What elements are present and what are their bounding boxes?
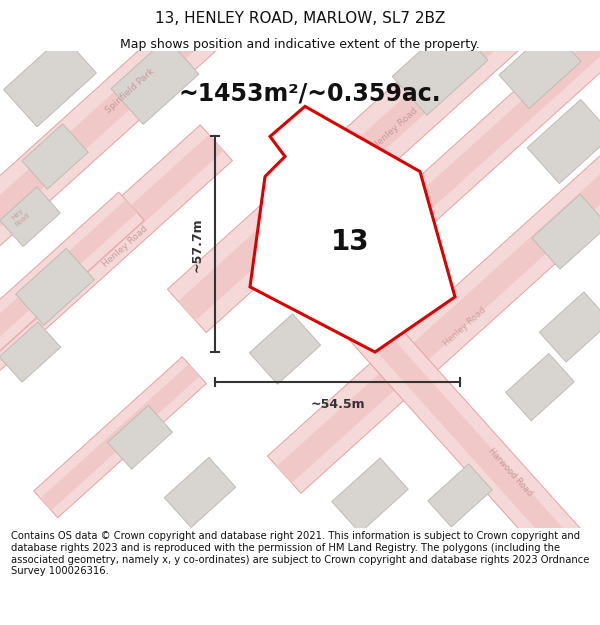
Text: 13, HENLEY ROAD, MARLOW, SL7 2BZ: 13, HENLEY ROAD, MARLOW, SL7 2BZ bbox=[155, 11, 445, 26]
Polygon shape bbox=[332, 458, 408, 533]
Polygon shape bbox=[392, 21, 488, 115]
Polygon shape bbox=[250, 106, 455, 352]
Polygon shape bbox=[412, 0, 600, 214]
Text: 13: 13 bbox=[331, 228, 370, 256]
Polygon shape bbox=[532, 194, 600, 269]
Polygon shape bbox=[346, 306, 600, 619]
Polygon shape bbox=[16, 248, 94, 326]
Polygon shape bbox=[107, 406, 172, 469]
Text: ~1453m²/~0.359ac.: ~1453m²/~0.359ac. bbox=[179, 81, 442, 106]
Polygon shape bbox=[0, 135, 224, 379]
Polygon shape bbox=[527, 99, 600, 184]
Polygon shape bbox=[0, 0, 269, 258]
Polygon shape bbox=[111, 38, 199, 124]
Polygon shape bbox=[164, 458, 236, 528]
Polygon shape bbox=[506, 354, 574, 421]
Text: ~54.5m: ~54.5m bbox=[310, 398, 365, 411]
Text: Map shows position and indicative extent of the property.: Map shows position and indicative extent… bbox=[120, 39, 480, 51]
Polygon shape bbox=[0, 200, 137, 414]
Text: Hey
Road: Hey Road bbox=[9, 206, 31, 228]
Polygon shape bbox=[277, 131, 600, 483]
Polygon shape bbox=[428, 464, 492, 527]
Polygon shape bbox=[404, 0, 600, 223]
Text: Spinfield Park: Spinfield Park bbox=[104, 68, 156, 116]
Text: Contains OS data © Crown copyright and database right 2021. This information is : Contains OS data © Crown copyright and d… bbox=[11, 531, 589, 576]
Polygon shape bbox=[178, 0, 582, 321]
Polygon shape bbox=[268, 121, 600, 493]
Polygon shape bbox=[167, 0, 593, 332]
Polygon shape bbox=[0, 192, 144, 422]
Polygon shape bbox=[40, 364, 200, 511]
Polygon shape bbox=[499, 28, 581, 109]
Polygon shape bbox=[34, 357, 206, 518]
Polygon shape bbox=[539, 292, 600, 362]
Polygon shape bbox=[355, 314, 600, 611]
Polygon shape bbox=[0, 322, 61, 382]
Polygon shape bbox=[22, 124, 88, 189]
Text: ~57.7m: ~57.7m bbox=[191, 217, 203, 272]
Polygon shape bbox=[302, 179, 378, 254]
Text: Harwood Road: Harwood Road bbox=[486, 447, 534, 498]
Polygon shape bbox=[0, 187, 60, 246]
Text: Henley Road: Henley Road bbox=[371, 106, 419, 151]
Polygon shape bbox=[0, 125, 232, 389]
Text: Henley Road: Henley Road bbox=[101, 224, 149, 269]
Polygon shape bbox=[0, 0, 259, 248]
Polygon shape bbox=[4, 36, 97, 127]
Polygon shape bbox=[250, 314, 320, 384]
Text: Henley Road: Henley Road bbox=[442, 306, 488, 348]
